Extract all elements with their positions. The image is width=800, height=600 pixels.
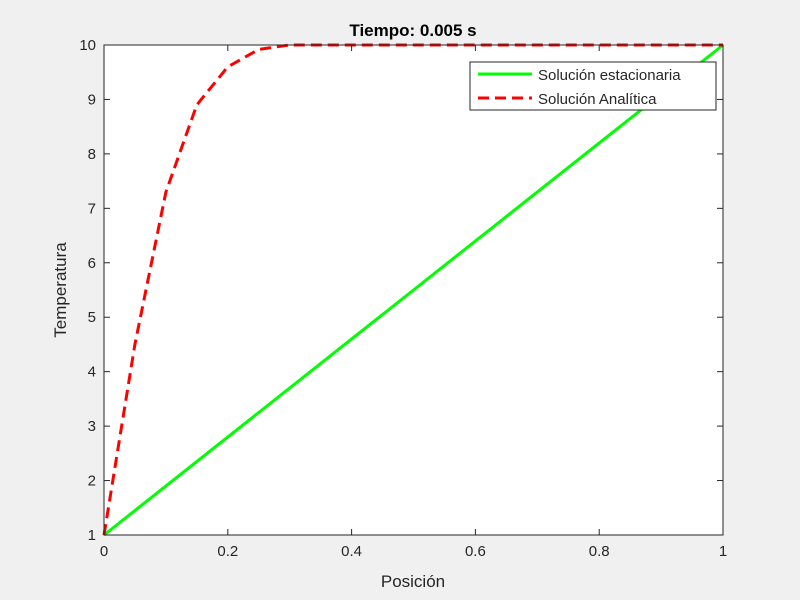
y-tick-label-4: 5	[88, 309, 96, 326]
y-tick-label-3: 4	[88, 364, 96, 381]
x-tick-label-5: 1	[719, 543, 727, 560]
legend: Solución estacionaria Solución Analítica	[469, 61, 717, 111]
legend-box	[469, 61, 717, 111]
y-axis-label: Temperatura	[51, 242, 70, 338]
y-tick-label-8: 9	[88, 91, 96, 108]
y-tick-label-5: 6	[88, 255, 96, 272]
tick-labels-layer: 0 0.2 0.4 0.6 0.8 1 1 2 3 4 5 6 7 8 9 10	[79, 37, 727, 560]
legend-label-analitica: Solución Analítica	[538, 91, 657, 108]
x-tick-label-0: 0	[100, 543, 108, 560]
x-tick-label-1: 0.2	[217, 543, 238, 560]
y-tick-label-6: 7	[88, 200, 96, 217]
x-tick-label-3: 0.6	[465, 543, 486, 560]
y-tick-label-9: 10	[79, 37, 96, 54]
axes-box	[103, 44, 724, 536]
x-tick-label-4: 0.8	[589, 543, 610, 560]
y-tick-label-0: 1	[88, 527, 96, 544]
series-line-0	[103, 43, 724, 537]
y-tick-label-7: 8	[88, 146, 96, 163]
y-tick-label-1: 2	[88, 473, 96, 490]
x-tick-label-2: 0.4	[341, 543, 362, 560]
legend-label-estacionaria: Solución estacionaria	[538, 67, 681, 84]
y-tick-label-2: 3	[88, 418, 96, 435]
x-axis-label: Posición	[381, 572, 445, 591]
chart-title: Tiempo: 0.005 s	[349, 21, 476, 40]
